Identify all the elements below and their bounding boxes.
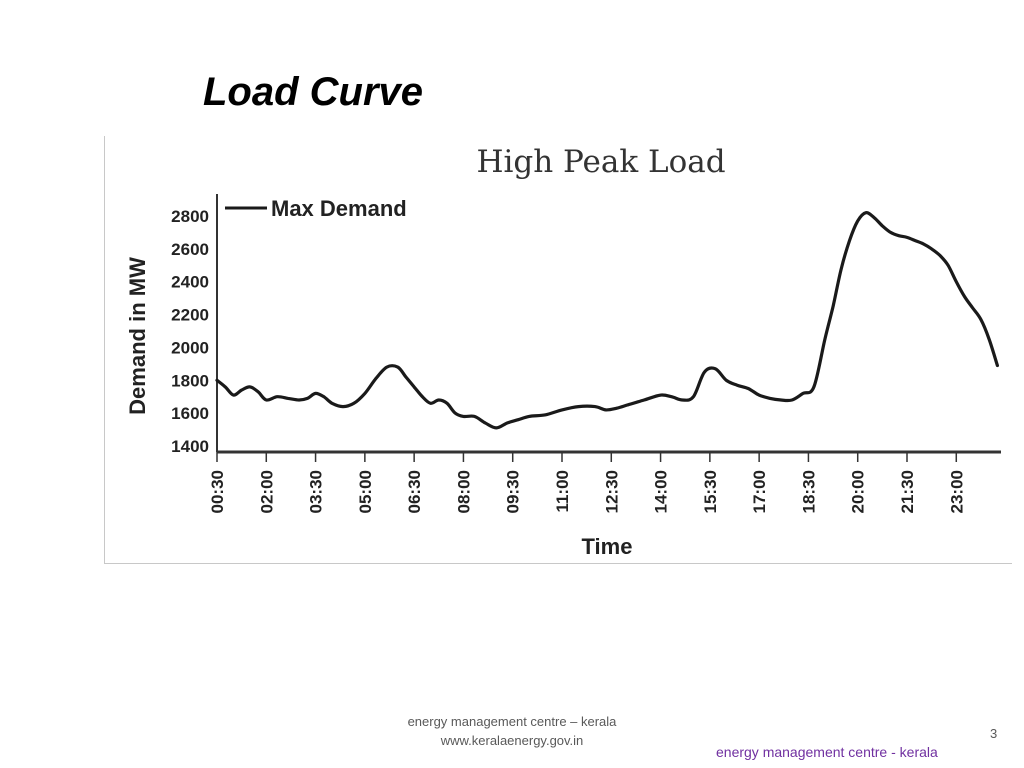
y-tick-label: 2200 (171, 306, 209, 325)
x-tick-label: 09:30 (504, 470, 523, 513)
footer-right-organization: energy management centre - kerala (716, 744, 938, 760)
x-tick-label: 23:00 (947, 470, 966, 513)
x-tick-label: 05:00 (356, 470, 375, 513)
x-tick-label: 18:30 (799, 470, 818, 513)
y-tick-label: 1600 (171, 404, 209, 423)
y-tick-label: 2600 (171, 240, 209, 259)
footer-website: www.keralaenergy.gov.in (440, 733, 584, 748)
x-tick-label: 20:00 (849, 470, 868, 513)
x-tick-label: 14:00 (652, 470, 671, 513)
footer-organization: energy management centre – kerala (407, 714, 617, 729)
x-tick-label: 00:30 (208, 470, 227, 513)
x-ticks: 00:30 02:00 03:30 05:00 06:30 08:00 09:30 11:00… (208, 452, 966, 513)
legend-label-max-demand: Max Demand (271, 196, 407, 221)
x-tick-label: 17:00 (750, 470, 769, 513)
x-tick-label: 02:00 (257, 470, 276, 513)
y-tick-label: 2800 (171, 207, 209, 226)
y-tick-label: 2000 (171, 338, 209, 357)
x-tick-label: 06:30 (405, 470, 424, 513)
series-line-max-demand (215, 211, 999, 430)
slide-title: Load Curve (203, 70, 424, 114)
chart-title: High Peak Load (476, 144, 725, 180)
x-tick-label: 03:30 (307, 470, 326, 513)
x-tick-label: 21:30 (898, 470, 917, 513)
y-axis-label: Demand in MW (125, 257, 150, 415)
footer-center: energy management centre – kerala www.ke… (362, 712, 662, 750)
chart-frame: High Peak Load Demand in MW Time Max Dem… (104, 136, 1012, 564)
x-tick-label: 12:30 (602, 470, 621, 513)
x-axis-label: Time (582, 534, 633, 559)
x-tick-label: 15:30 (701, 470, 720, 513)
x-tick-label: 11:00 (553, 470, 572, 513)
page-number: 3 (990, 726, 998, 741)
y-ticks: 1400 1600 1800 2000 2200 2400 2600 2800 (171, 207, 209, 456)
y-tick-label: 1800 (171, 371, 209, 390)
load-curve-chart: High Peak Load Demand in MW Time Max Dem… (125, 144, 1001, 559)
y-tick-label: 2400 (171, 273, 209, 292)
x-tick-label: 08:00 (454, 470, 473, 513)
y-tick-label: 1400 (171, 437, 209, 456)
